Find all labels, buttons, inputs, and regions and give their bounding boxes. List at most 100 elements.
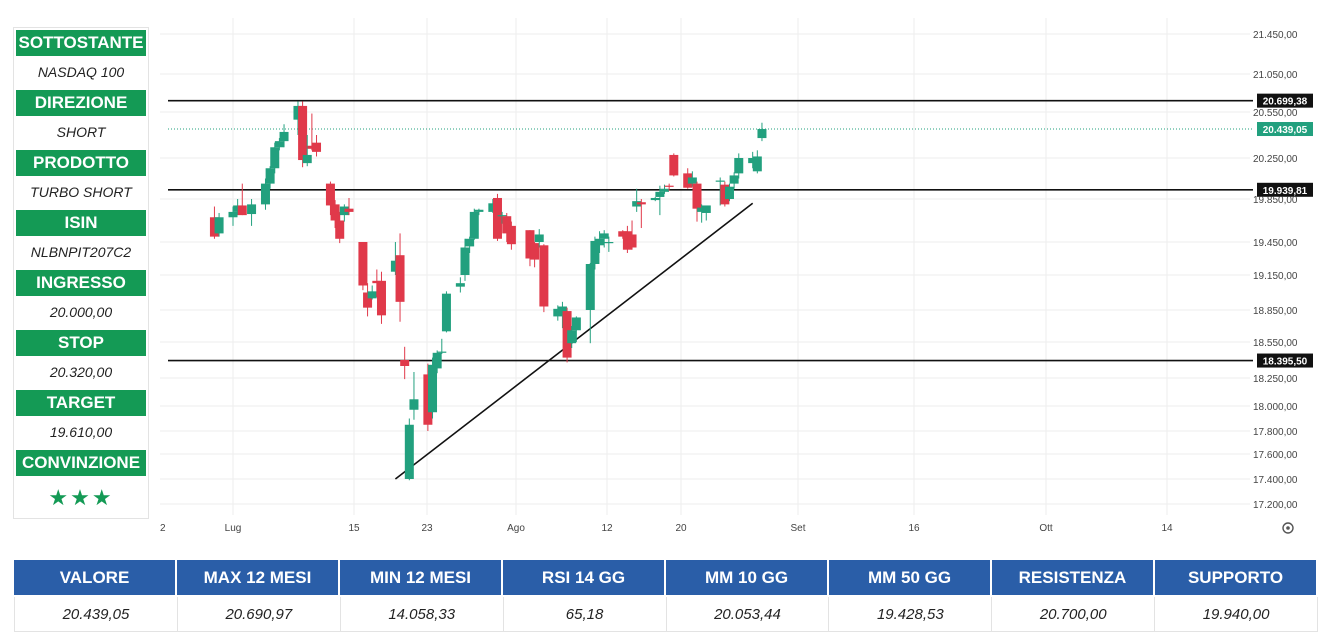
candle-2024-08-12	[423, 363, 433, 431]
candle-body	[687, 177, 697, 184]
candle-body	[465, 238, 475, 247]
candle-body	[622, 231, 632, 250]
candle-2024-10-14	[715, 177, 725, 206]
candle-2024-07-26	[344, 197, 354, 216]
value-max-12-mesi: 20.690,97	[177, 597, 341, 632]
candle-body	[683, 173, 693, 188]
header-valore: VALORE	[14, 560, 175, 595]
value-mm-50-gg: 19.428,53	[829, 597, 993, 632]
candle-body	[729, 175, 739, 184]
x-tick-label-2: 23	[421, 523, 433, 534]
candle-body	[715, 180, 725, 182]
y-tick-label-4: 19.850,00	[1253, 195, 1298, 206]
candle-2024-09-09	[553, 305, 563, 321]
value-sottostante: NASDAQ 100	[37, 64, 125, 80]
candle-2024-09-10	[557, 301, 567, 329]
candle-body	[553, 308, 563, 317]
candle-body	[590, 240, 600, 264]
candle-body	[437, 351, 447, 353]
label-prodotto: PRODOTTO	[16, 150, 146, 176]
candle-body	[404, 424, 414, 479]
label-target: TARGET	[16, 390, 146, 416]
candlestick-chart: 20.699,38 19.939,81 18.395,50 20.439,05 21.…	[160, 18, 1313, 534]
candle-body	[571, 317, 581, 331]
candle-2024-07-12	[279, 124, 289, 148]
current-price-label: 20.439,05	[1263, 125, 1308, 136]
candle-body	[530, 243, 540, 260]
y-tick-label-8: 18.550,00	[1253, 338, 1298, 349]
candle-2024-09-18	[595, 231, 605, 253]
candle-body	[534, 234, 544, 242]
x-tick-label-9: 14	[1161, 523, 1173, 534]
header-mm-10-gg: MM 10 GG	[666, 560, 827, 595]
settings-icon[interactable]	[1282, 522, 1294, 534]
candle-2024-08-07	[400, 346, 410, 380]
candle-2024-09-23	[618, 230, 628, 239]
candle-body	[358, 242, 368, 286]
level-label-0: 20.699,38	[1263, 97, 1308, 108]
label-direzione: DIREZIONE	[16, 90, 146, 116]
candle-2024-07-23	[330, 200, 340, 229]
candle-body	[599, 233, 609, 239]
candle-2024-07-09	[265, 166, 275, 189]
level-label-bg-1	[1257, 182, 1313, 197]
candle-2024-07-08	[260, 178, 270, 210]
label-isin: ISIN	[16, 210, 146, 236]
x-tick-label-6: Set	[790, 523, 805, 534]
candle-2024-09-20	[604, 236, 614, 252]
value-direzione: SHORT	[56, 124, 106, 140]
candle-body	[274, 141, 284, 148]
candle-body	[557, 306, 567, 316]
value-rsi-14-gg: 65,18	[503, 597, 667, 632]
candle-body	[367, 291, 377, 299]
label-sottostante: SOTTOSTANTE	[16, 30, 146, 56]
candle-body	[748, 158, 758, 164]
candle-2024-08-06	[395, 233, 405, 322]
candle-2024-10-10	[697, 204, 707, 223]
candle-body	[298, 105, 308, 161]
candle-2024-10-07	[683, 168, 693, 189]
candle-body	[595, 238, 605, 246]
candle-body	[237, 205, 247, 216]
x-tick-label-7: 16	[908, 523, 920, 534]
candle-body	[497, 215, 507, 217]
candle-body	[260, 183, 270, 205]
candle-body	[604, 242, 614, 244]
candle-body	[339, 206, 349, 216]
candle-body	[701, 205, 711, 213]
candle-body	[325, 183, 335, 206]
candle-body	[627, 234, 637, 248]
candle-2024-07-18	[307, 113, 317, 151]
candle-2024-09-04	[530, 242, 540, 268]
info-panel: SOTTOSTANTE NASDAQ 100 DIREZIONE SHORT P…	[13, 27, 149, 519]
candle-body	[428, 364, 438, 413]
candle-body	[664, 185, 674, 187]
y-tick-label-13: 17.400,00	[1253, 475, 1298, 486]
candle-2024-09-30	[650, 196, 660, 202]
candle-body	[585, 264, 595, 310]
candle-body	[492, 197, 502, 239]
candle-2024-07-03	[237, 183, 247, 216]
candle-body	[567, 330, 577, 344]
candle-2024-08-05	[390, 242, 400, 275]
header-max-12-mesi: MAX 12 MESI	[177, 560, 338, 595]
candle-body	[618, 231, 628, 237]
y-tick-label-0: 21.450,00	[1253, 30, 1298, 41]
candle-2024-08-30	[506, 221, 516, 250]
candle-2024-10-08	[687, 171, 697, 187]
candle-2024-09-16	[585, 262, 595, 344]
candle-body	[692, 183, 702, 209]
x-tick-label-4: 12	[601, 523, 613, 534]
candle-2024-10-22	[752, 150, 762, 174]
candle-2024-08-27	[492, 193, 502, 241]
candle-2024-08-16	[441, 291, 451, 333]
candle-2024-07-11	[274, 138, 284, 151]
candle-body	[525, 230, 535, 259]
candle-body	[734, 158, 744, 174]
level-label-bg-2	[1257, 353, 1313, 368]
candle-2024-10-18	[734, 153, 744, 179]
y-tick-label-6: 19.150,00	[1253, 271, 1298, 282]
chart-grid	[160, 18, 1250, 515]
value-ingresso: 20.000,00	[49, 304, 113, 320]
candle-2024-07-01	[228, 206, 238, 226]
